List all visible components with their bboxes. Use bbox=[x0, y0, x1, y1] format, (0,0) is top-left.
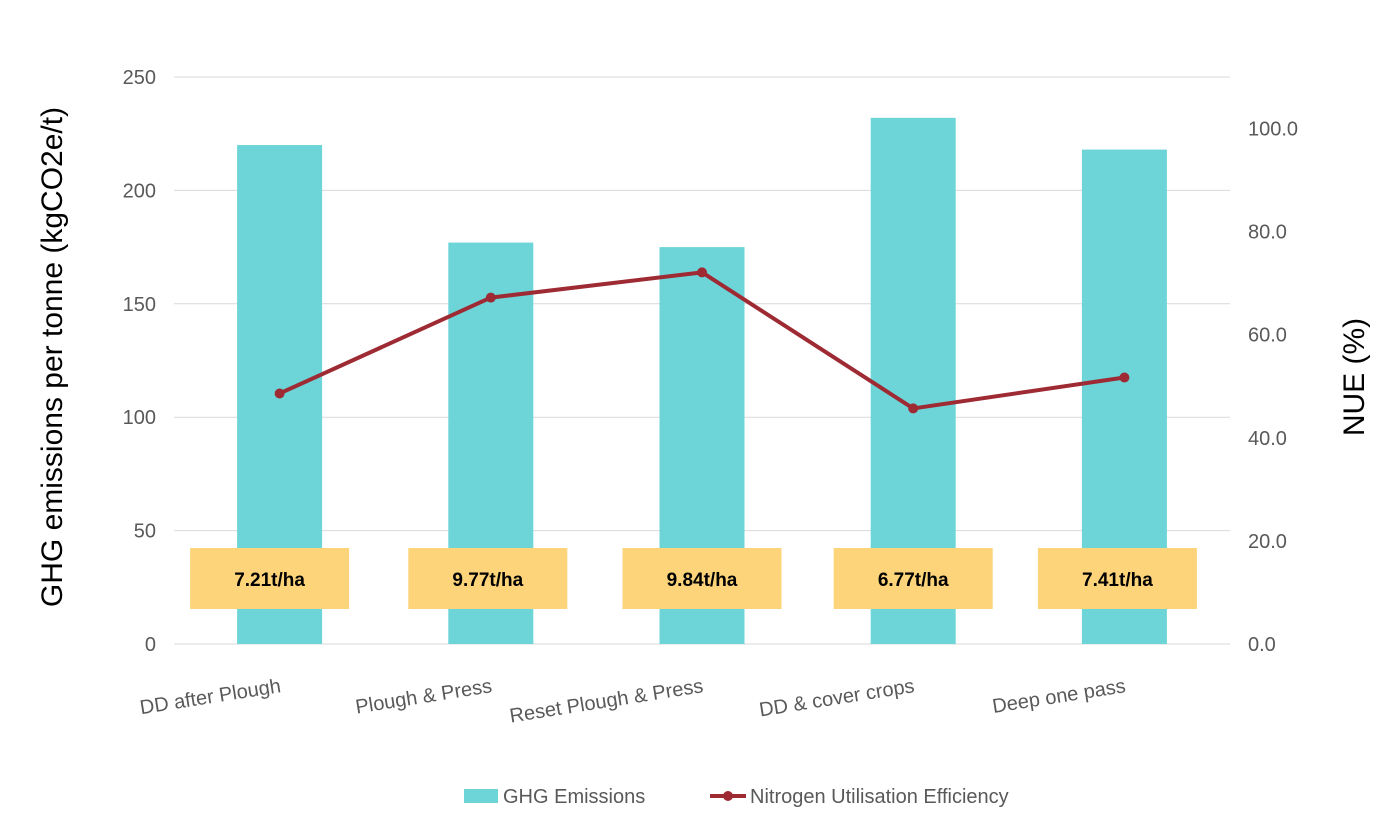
left-tick-label: 150 bbox=[123, 294, 156, 316]
left-axis-title: GHG emissions per tonne (kgCO2e/t) bbox=[36, 107, 69, 607]
nue-point-1 bbox=[274, 388, 285, 399]
yield-label-5: 7.41t/ha bbox=[1082, 570, 1153, 591]
right-tick-label: 20.0 bbox=[1248, 531, 1287, 553]
legend-label-ghg: GHG Emissions bbox=[503, 786, 645, 808]
category-label-4: DD & cover crops bbox=[758, 675, 916, 721]
legend-swatch-ghg bbox=[464, 789, 498, 803]
left-tick-label: 250 bbox=[123, 67, 156, 89]
right-axis-title: NUE (%) bbox=[1338, 318, 1371, 436]
right-tick-label: 80.0 bbox=[1248, 222, 1287, 244]
left-tick-label: 0 bbox=[145, 634, 156, 656]
category-label-3: Reset Plough & Press bbox=[508, 675, 705, 727]
yield-label-2: 9.77t/ha bbox=[452, 570, 523, 591]
yield-box-1 bbox=[190, 548, 350, 609]
yield-labels: 7.21t/ha 9.77t/ha 9.84t/ha 6.77t/ha 7.41t/ha bbox=[190, 548, 1197, 609]
right-tick-label: 0.0 bbox=[1248, 634, 1276, 656]
category-labels: DD after Plough Plough & Press Reset Ploug… bbox=[138, 675, 1127, 727]
left-tick-label: 100 bbox=[123, 407, 156, 429]
right-tick-label: 100.0 bbox=[1248, 119, 1298, 141]
yield-box-4 bbox=[833, 548, 993, 609]
yield-label-1: 7.21t/ha bbox=[234, 570, 305, 591]
nue-line bbox=[274, 267, 1130, 414]
yield-label-4: 6.77t/ha bbox=[878, 570, 949, 591]
legend-label-nue: Nitrogen Utilisation Efficiency bbox=[750, 786, 1009, 808]
left-axis-ticks: 0 50 100 150 200 250 bbox=[123, 67, 156, 656]
yield-box-3 bbox=[622, 548, 782, 609]
yield-box-2 bbox=[408, 548, 568, 609]
nue-point-4 bbox=[908, 403, 919, 414]
left-tick-label: 50 bbox=[134, 521, 156, 543]
category-label-2: Plough & Press bbox=[354, 675, 494, 718]
right-tick-label: 40.0 bbox=[1248, 428, 1287, 450]
nue-point-3 bbox=[697, 267, 707, 278]
right-axis-ticks: 0.0 20.0 40.0 60.0 80.0 100.0 bbox=[1248, 119, 1298, 656]
nue-point-2 bbox=[485, 292, 496, 303]
left-tick-label: 200 bbox=[123, 180, 156, 202]
yield-label-3: 9.84t/ha bbox=[667, 570, 738, 591]
nue-point-5 bbox=[1119, 372, 1130, 383]
category-label-1: DD after Plough bbox=[138, 675, 282, 719]
category-label-5: Deep one pass bbox=[991, 675, 1127, 718]
legend-swatch-nue-marker bbox=[723, 791, 733, 801]
legend: GHG Emissions Nitrogen Utilisation Effic… bbox=[464, 786, 1009, 808]
yield-box-5 bbox=[1037, 548, 1197, 609]
right-tick-label: 60.0 bbox=[1248, 325, 1287, 347]
